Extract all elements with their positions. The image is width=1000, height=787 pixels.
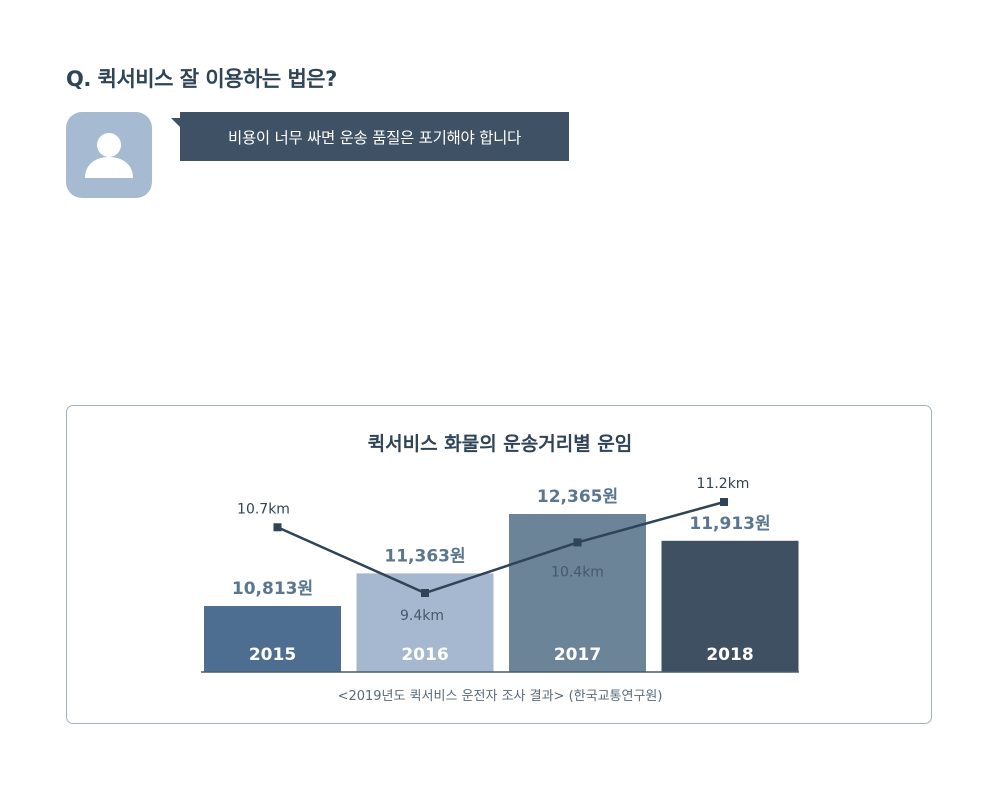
distance-label: 11.2km (697, 476, 750, 492)
bar-value-label: 11,363원 (384, 546, 465, 566)
distance-label: 9.4km (400, 608, 444, 624)
bar-value-label: 12,365원 (537, 487, 618, 507)
distance-point (273, 523, 282, 532)
distance-point (421, 589, 429, 597)
category-label: 2017 (554, 645, 601, 665)
bar-2015 (204, 606, 341, 672)
bar-value-label: 10,813원 (232, 579, 313, 599)
distance-label: 10.4km (551, 564, 604, 580)
distance-point (573, 538, 582, 547)
avatar (66, 112, 152, 198)
distance-point (720, 498, 728, 506)
category-label: 2015 (249, 645, 296, 665)
bar-2018 (661, 540, 799, 672)
speech-bubble: 비용이 너무 싸면 운송 품질은 포기해야 합니다 (180, 112, 569, 161)
chart-container: 퀵서비스 화물의 운송거리별 운임 2015 10,813원 2016 11,363원… (66, 405, 932, 724)
bar-value-label: 11,913원 (689, 514, 770, 534)
category-label: 2018 (706, 645, 753, 665)
chart-source: <2019년도 퀵서비스 운전자 조사 결과> (한국교통연구원) (338, 689, 663, 704)
chart-title: 퀵서비스 화물의 운송거리별 운임 (368, 433, 633, 455)
category-label: 2016 (401, 645, 448, 665)
distance-label: 10.7km (237, 501, 290, 517)
fare-chart: 퀵서비스 화물의 운송거리별 운임 2015 10,813원 2016 11,363원… (201, 433, 799, 704)
distance-line (276, 500, 725, 595)
question-heading: Q. 퀵서비스 잘 이용하는 법은? (66, 67, 337, 91)
speech-bubble-tail (171, 118, 181, 128)
user-silhouette-icon (85, 133, 133, 178)
speech-text: 비용이 너무 싸면 운송 품질은 포기해야 합니다 (227, 128, 521, 147)
